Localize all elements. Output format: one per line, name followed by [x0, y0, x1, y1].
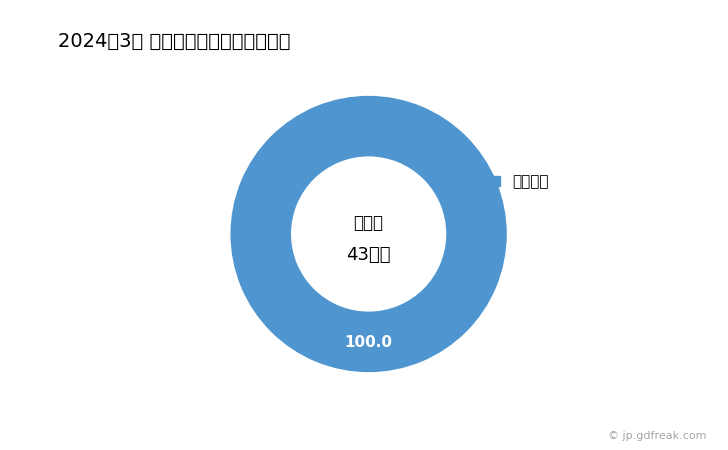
Text: 2024年3月 輸出相手国のシェア（％）: 2024年3月 輸出相手国のシェア（％） — [58, 32, 290, 50]
Text: © jp.gdfreak.com: © jp.gdfreak.com — [608, 431, 706, 441]
Text: 43万円: 43万円 — [347, 246, 391, 264]
Wedge shape — [229, 95, 508, 373]
Text: 100.0: 100.0 — [344, 335, 392, 350]
Text: 総　額: 総 額 — [354, 214, 384, 232]
Legend: イタリア: イタリア — [463, 168, 555, 195]
